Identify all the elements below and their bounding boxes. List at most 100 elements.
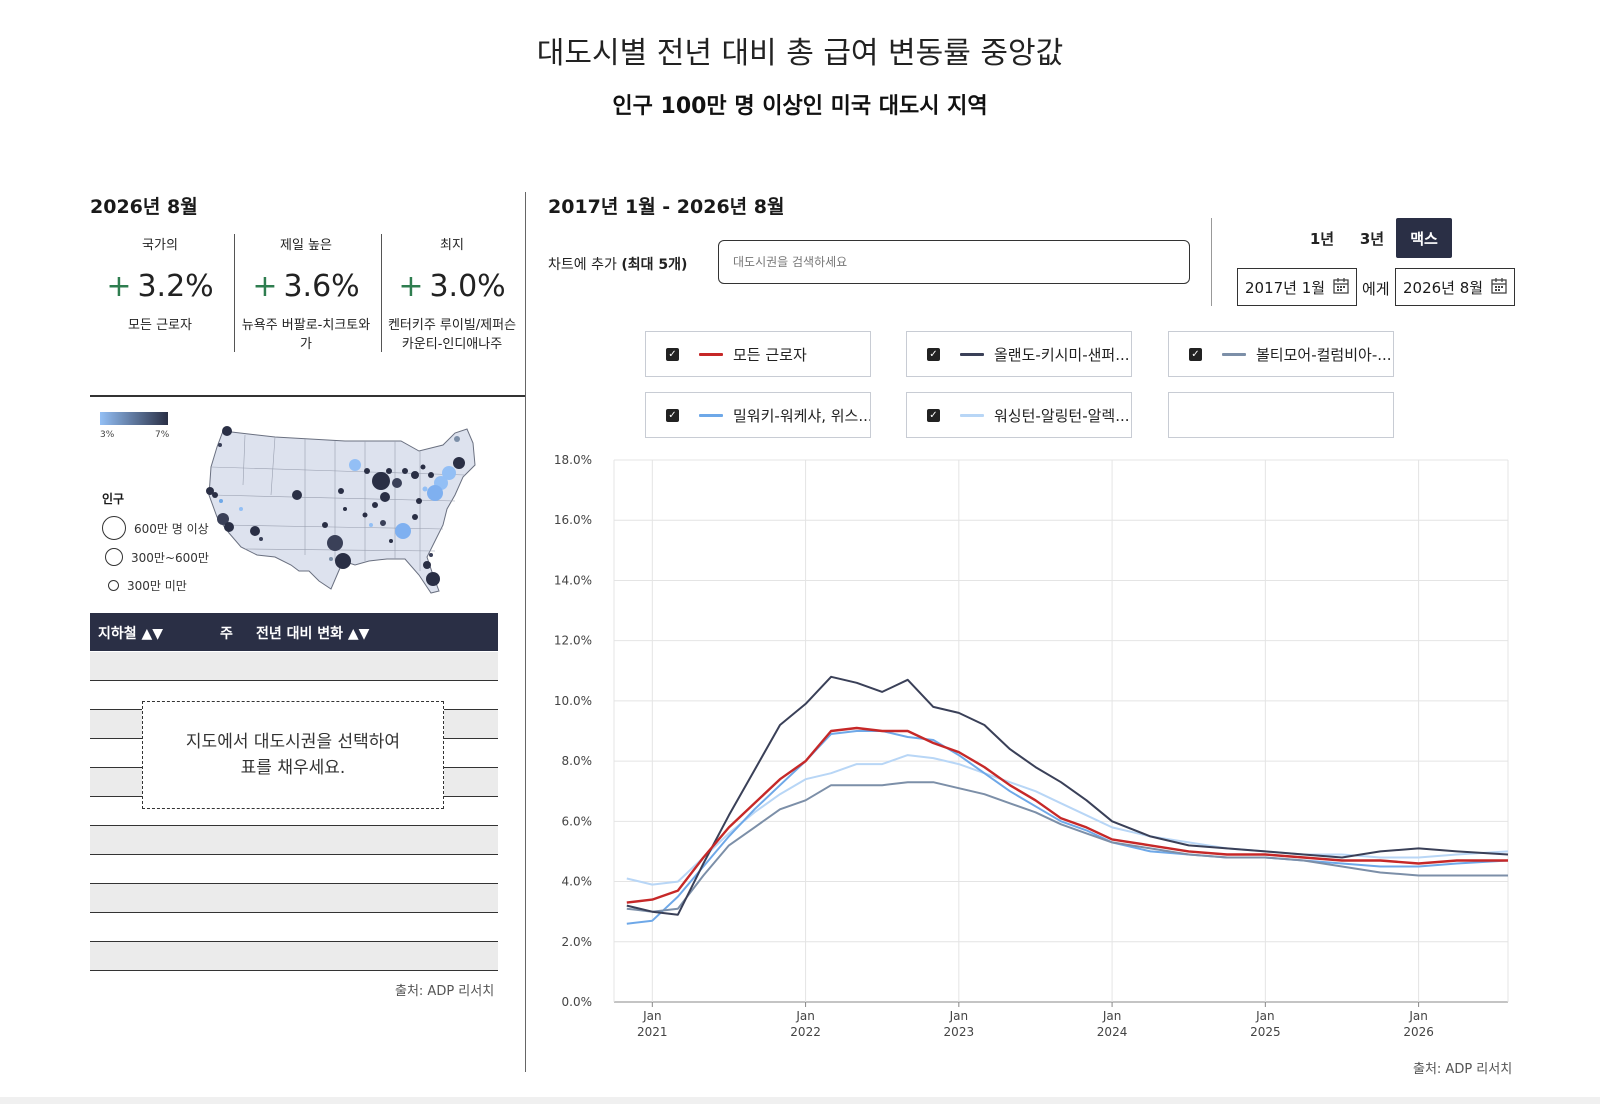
stat-value: +3.2% bbox=[90, 269, 230, 304]
metro-marker[interactable] bbox=[426, 572, 440, 586]
metro-marker[interactable] bbox=[222, 426, 232, 436]
us-outline bbox=[208, 428, 476, 594]
metro-marker[interactable] bbox=[442, 466, 456, 480]
y-axis-ticks: 0.0% 2.0% 4.0% 6.0% 8.0% 10.0% 12.0% 14.0% 16.0%… bbox=[554, 453, 592, 1009]
x-tick-year: 2026 bbox=[1403, 1025, 1434, 1039]
add-to-chart-label: 차트에 추가 (최대 5개) bbox=[548, 254, 687, 274]
x-tick-year: 2022 bbox=[790, 1025, 821, 1039]
metro-marker[interactable] bbox=[411, 471, 419, 479]
left-divider bbox=[90, 395, 526, 397]
range-3y-button[interactable]: 3년 bbox=[1359, 229, 1385, 248]
checkbox-checked-icon[interactable]: ✓ bbox=[666, 408, 679, 422]
y-tick-label: 8.0% bbox=[562, 754, 593, 768]
series-line bbox=[626, 675, 1509, 916]
left-date-title: 2026년 8월 bbox=[90, 196, 198, 218]
metro-marker[interactable] bbox=[392, 478, 402, 488]
column-header-change[interactable]: 전년 대비 변화 ▲▼ bbox=[256, 626, 370, 642]
source-note-left: 출처: ADP 리서치 bbox=[395, 984, 495, 999]
range-1y-button[interactable]: 1년 bbox=[1309, 229, 1335, 248]
x-tick-year: 2023 bbox=[944, 1025, 975, 1039]
y-tick-label: 2.0% bbox=[562, 935, 593, 949]
metro-marker[interactable] bbox=[454, 436, 460, 442]
x-tick-month: Jan bbox=[1255, 1009, 1275, 1023]
add-label-limit: (최대 5개) bbox=[621, 257, 688, 273]
stat-lowest: 최지 +3.0% 켄터키주 루이빌/제퍼슨 카운티-인디애나주 bbox=[382, 228, 522, 354]
series-swatch bbox=[960, 413, 984, 417]
series-swatch bbox=[960, 352, 984, 356]
metro-marker[interactable] bbox=[349, 459, 361, 471]
y-tick-label: 12.0% bbox=[554, 634, 592, 648]
series-swatch bbox=[1222, 352, 1246, 356]
stat-value: +3.0% bbox=[382, 269, 522, 304]
stat-desc: 뉴욕주 버팔로-치크토와가 bbox=[241, 318, 371, 352]
population-legend-large: 600만 명 이상 bbox=[102, 516, 209, 540]
metro-marker[interactable] bbox=[372, 472, 390, 490]
date-to-label: 에게 bbox=[1362, 280, 1390, 298]
large-circle-icon bbox=[102, 516, 126, 540]
metro-marker[interactable] bbox=[292, 490, 302, 500]
stat-label: 최지 bbox=[440, 238, 464, 253]
checkbox-checked-icon[interactable]: ✓ bbox=[927, 408, 940, 422]
calendar-icon bbox=[1333, 278, 1349, 294]
series-toggle-milwaukee[interactable]: ✓ 밀워키-워케샤, 위스... bbox=[645, 392, 871, 438]
metro-marker[interactable] bbox=[380, 492, 390, 502]
range-max-button[interactable]: 맥스 bbox=[1396, 218, 1452, 258]
legend-low-label: 3% bbox=[100, 430, 115, 440]
payroll-line-chart: 0.0% 2.0% 4.0% 6.0% 8.0% 10.0% 12.0% 14.0% 16.0%… bbox=[554, 453, 1509, 1039]
table-row bbox=[90, 652, 498, 681]
stat-value: +3.6% bbox=[236, 269, 376, 304]
population-legend-medium: 300만~600만 bbox=[102, 548, 209, 566]
table-row bbox=[90, 942, 498, 971]
state-borders bbox=[210, 434, 466, 571]
y-tick-label: 0.0% bbox=[562, 995, 593, 1009]
series-toggle-orlando[interactable]: ✓ 올랜도-키시미-샌퍼... bbox=[906, 331, 1132, 377]
checkbox-checked-icon[interactable]: ✓ bbox=[1189, 347, 1202, 361]
series-slot-empty[interactable] bbox=[1168, 392, 1394, 438]
metro-marker[interactable] bbox=[335, 553, 351, 569]
column-header-state[interactable]: 주 bbox=[220, 626, 233, 642]
stat-divider bbox=[234, 234, 235, 352]
controls-divider bbox=[1211, 218, 1212, 306]
table-row bbox=[90, 797, 498, 826]
series-toggle-baltimore[interactable]: ✓ 볼티모어-컬럼비아-... bbox=[1168, 331, 1394, 377]
metro-marker[interactable] bbox=[206, 487, 214, 495]
metro-marker[interactable] bbox=[427, 485, 443, 501]
metro-search-input[interactable] bbox=[718, 240, 1190, 284]
page-subtitle: 인구 100만 명 이상인 미국 대도시 지역 bbox=[612, 94, 988, 119]
plus-sign: + bbox=[398, 269, 424, 304]
table-row bbox=[90, 884, 498, 913]
stat-desc: 켄터키주 루이빌/제퍼슨 카운티-인디애나주 bbox=[387, 318, 517, 352]
metro-marker[interactable] bbox=[217, 513, 229, 525]
metro-marker[interactable] bbox=[395, 523, 411, 539]
empty-message-line: 표를 채우세요. bbox=[240, 758, 346, 778]
metro-marker[interactable] bbox=[428, 472, 434, 478]
legend-label: 600만 명 이상 bbox=[134, 521, 209, 536]
checkbox-checked-icon[interactable]: ✓ bbox=[927, 347, 940, 361]
x-tick-month: Jan bbox=[795, 1009, 815, 1023]
y-tick-label: 18.0% bbox=[554, 453, 592, 467]
us-metro-map[interactable] bbox=[205, 425, 485, 605]
column-header-metro[interactable]: 지하철 ▲▼ bbox=[98, 626, 164, 642]
series-label: 볼티모어-컬럼비아-... bbox=[1256, 345, 1392, 364]
date-from-picker[interactable]: 2017년 1월 bbox=[1237, 268, 1357, 306]
metro-marker[interactable] bbox=[453, 457, 465, 469]
metro-marker[interactable] bbox=[250, 526, 260, 536]
chart-grid bbox=[613, 459, 1509, 1003]
y-tick-label: 6.0% bbox=[562, 814, 593, 828]
x-tick-month: Jan bbox=[1408, 1009, 1428, 1023]
stat-divider bbox=[381, 234, 382, 352]
x-tick-year: 2025 bbox=[1250, 1025, 1281, 1039]
date-to-picker[interactable]: 2026년 8월 bbox=[1395, 268, 1515, 306]
series-swatch bbox=[699, 413, 723, 417]
metro-marker[interactable] bbox=[224, 522, 234, 532]
panel-divider bbox=[525, 192, 526, 1072]
metro-marker[interactable] bbox=[327, 535, 343, 551]
x-tick-month: Jan bbox=[1102, 1009, 1122, 1023]
x-tick-month: Jan bbox=[949, 1009, 969, 1023]
checkbox-checked-icon[interactable]: ✓ bbox=[666, 347, 679, 361]
metro-marker[interactable] bbox=[423, 561, 431, 569]
series-toggle-washington[interactable]: ✓ 워싱턴-알링턴-알렉... bbox=[906, 392, 1132, 438]
series-toggle-all-workers[interactable]: ✓ 모든 근로자 bbox=[645, 331, 871, 377]
metro-markers[interactable] bbox=[206, 426, 465, 586]
series-label: 모든 근로자 bbox=[733, 345, 807, 364]
